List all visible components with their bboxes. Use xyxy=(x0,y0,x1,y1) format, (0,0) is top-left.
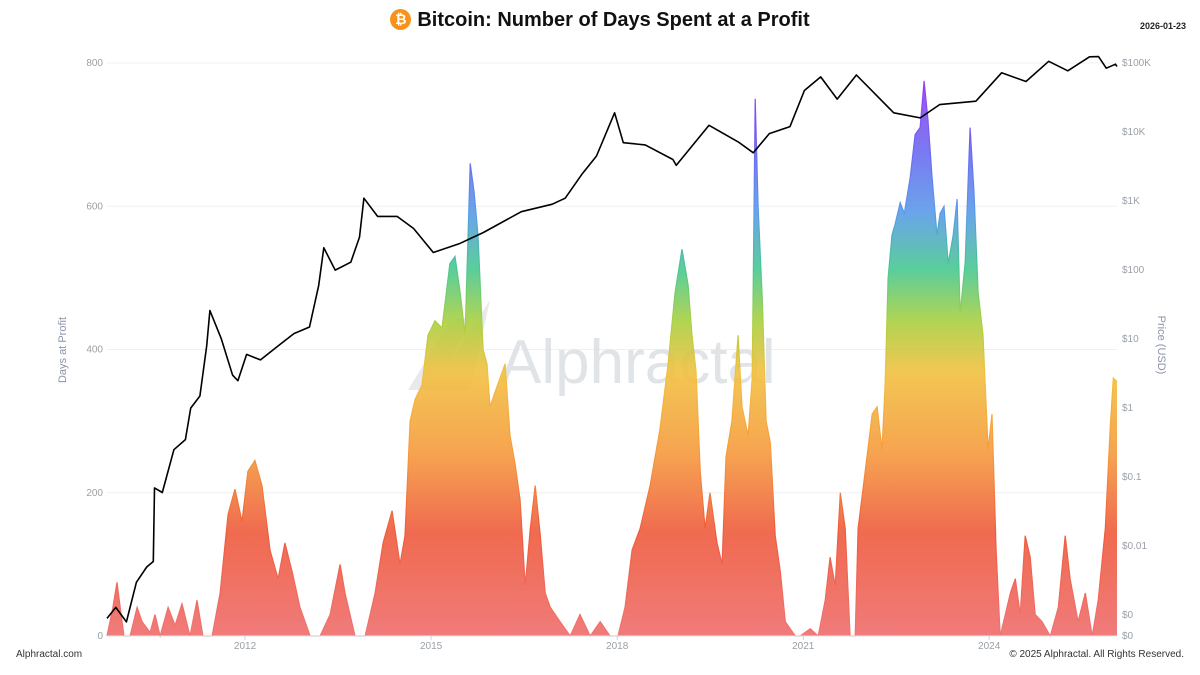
y-axis-left-label: Days at Profit xyxy=(57,317,69,383)
price-line xyxy=(106,55,1118,623)
y-tick-label: 600 xyxy=(86,201,103,212)
y-right-tick-label: $0.01 xyxy=(1122,541,1147,552)
y-tick-label: 200 xyxy=(86,488,103,499)
y-axis-right-label: Price (USD) xyxy=(1155,316,1167,375)
chart-title-text: Bitcoin: Number of Days Spent at a Profi… xyxy=(417,9,810,31)
x-tick-label: 2018 xyxy=(606,641,629,652)
y-right-tick-label: $1K xyxy=(1122,196,1140,207)
y-right-tick-label: $100 xyxy=(1122,265,1145,276)
x-axis: 2012 2015 2018 2021 2024 xyxy=(107,635,1117,652)
days-at-profit-line xyxy=(106,80,1118,639)
y-right-tick-label: $10K xyxy=(1122,127,1146,138)
series-layer xyxy=(106,55,1118,639)
x-tick-label: 2015 xyxy=(420,641,443,652)
x-tick-label: 2012 xyxy=(234,641,257,652)
y-right-tick-label: $0.1 xyxy=(1122,472,1142,483)
x-tick-label: 2021 xyxy=(792,641,815,652)
y-right-tick-label: $0 xyxy=(1122,610,1134,621)
y-tick-label: 0 xyxy=(97,631,103,642)
footer-site: Alphractal.com xyxy=(16,649,83,660)
y-right-tick-label: $10 xyxy=(1122,334,1139,345)
y-right-tick-label: $0 xyxy=(1122,631,1134,642)
y-right-tick-label: $100K xyxy=(1122,58,1151,69)
bitcoin-icon: ₿ xyxy=(390,9,412,30)
chart-date: 2026-01-23 xyxy=(1139,21,1186,31)
y-right-tick-label: $1 xyxy=(1122,403,1134,414)
watermark-text: Alphractal xyxy=(500,328,776,397)
y-tick-label: 800 xyxy=(86,58,103,69)
days-at-profit-area xyxy=(107,80,1117,636)
y-axis-right: $100K $10K $1K $100 $10 $1 $0.1 $0.01 $0 $0 xyxy=(1122,58,1151,642)
x-tick-label: 2024 xyxy=(978,641,1001,652)
chart-title: ₿ Bitcoin: Number of Days Spent at a Prof… xyxy=(0,9,1200,32)
y-tick-label: 400 xyxy=(86,345,103,356)
footer-copyright: © 2025 Alphractal. All Rights Reserved. xyxy=(1009,649,1184,660)
y-axis-left: 0 200 400 600 800 xyxy=(86,58,103,642)
